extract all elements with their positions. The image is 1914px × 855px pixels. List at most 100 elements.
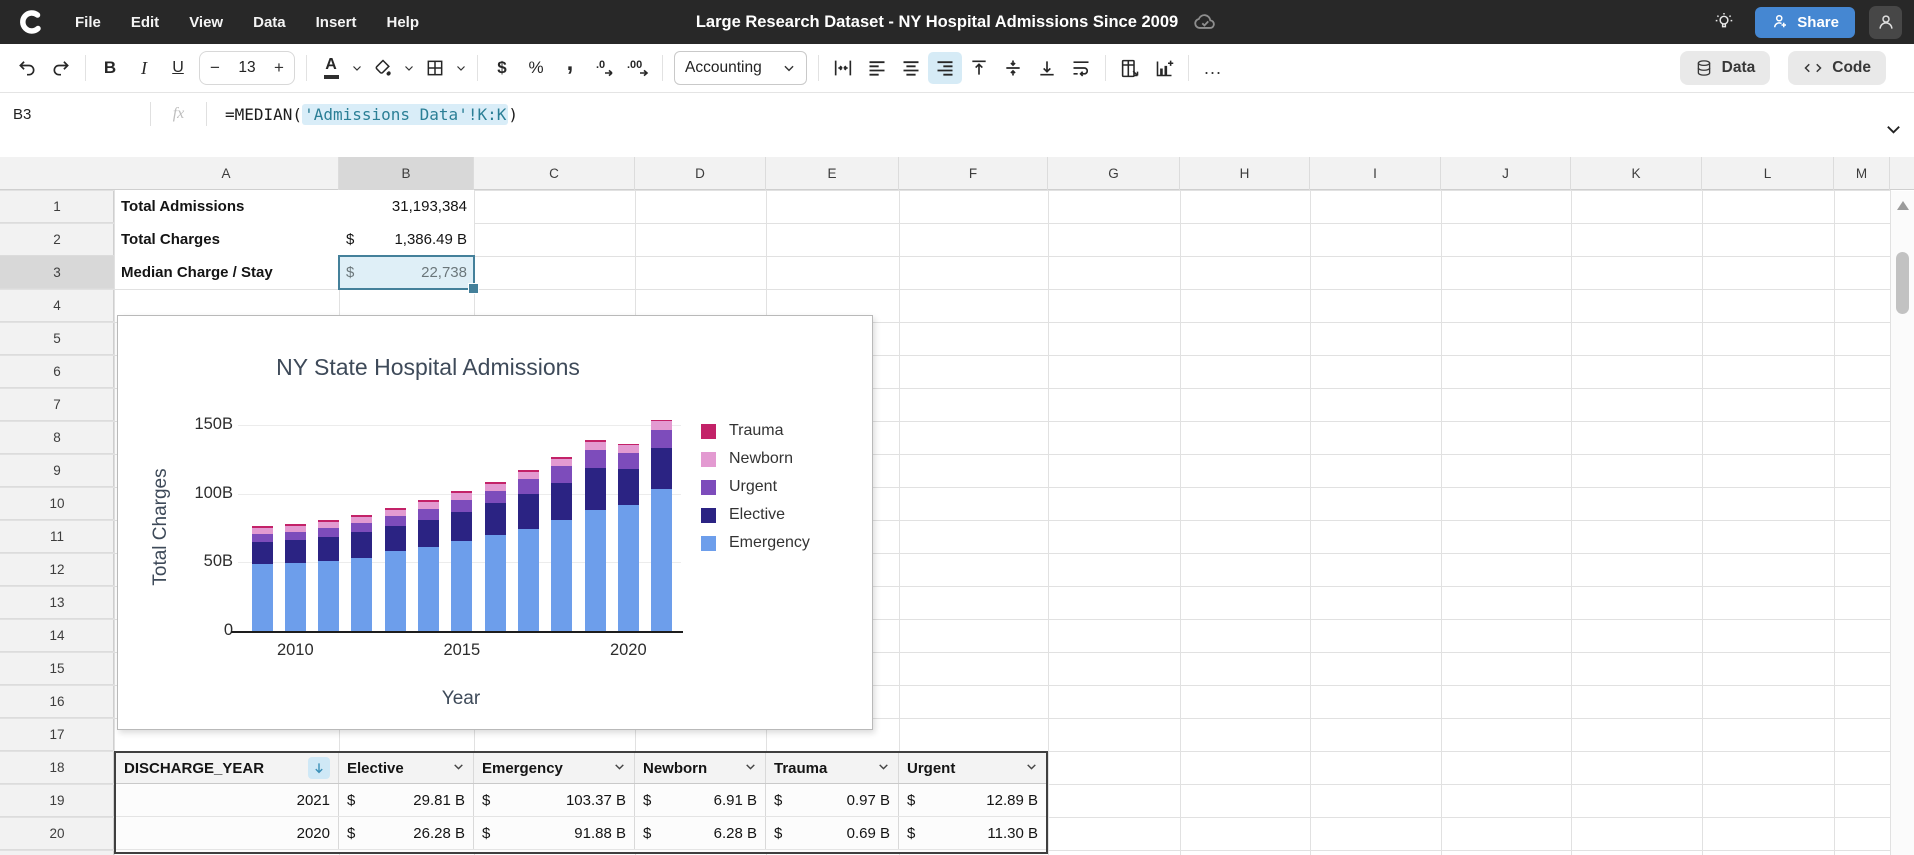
column-header-C[interactable]: C: [474, 157, 635, 190]
menu-edit[interactable]: Edit: [116, 8, 174, 37]
vertical-align-top-button[interactable]: [962, 52, 996, 84]
table-cell-year[interactable]: 2021: [116, 784, 339, 816]
row-header-14[interactable]: 14: [0, 619, 114, 652]
table-cell-value[interactable]: $29.81 B: [339, 784, 474, 816]
column-header-E[interactable]: E: [766, 157, 899, 190]
row-header-2[interactable]: 2: [0, 223, 114, 256]
font-size-value[interactable]: 13: [230, 59, 264, 77]
column-header-I[interactable]: I: [1310, 157, 1441, 190]
comma-format-button[interactable]: ,: [553, 52, 587, 84]
cell-A2[interactable]: Total Charges: [115, 223, 339, 256]
align-left-button[interactable]: [860, 52, 894, 84]
underline-button[interactable]: U: [161, 52, 195, 84]
table-header-emergency[interactable]: Emergency: [474, 753, 635, 783]
table-cell-value[interactable]: $11.30 B: [899, 817, 1046, 849]
row-header-7[interactable]: 7: [0, 388, 114, 421]
table-cell-value[interactable]: $12.89 B: [899, 784, 1046, 816]
cell-B2[interactable]: $ 1,386.49 B: [339, 223, 474, 256]
borders-button[interactable]: [418, 52, 452, 84]
avatar[interactable]: [1869, 6, 1902, 39]
vertical-align-middle-button[interactable]: [996, 52, 1030, 84]
column-header-D[interactable]: D: [635, 157, 766, 190]
fill-color-button[interactable]: [366, 52, 400, 84]
table-header-trauma[interactable]: Trauma: [766, 753, 899, 783]
menu-file[interactable]: File: [60, 8, 116, 37]
row-header-11[interactable]: 11: [0, 520, 114, 553]
menu-help[interactable]: Help: [371, 8, 434, 37]
row-header-9[interactable]: 9: [0, 454, 114, 487]
currency-format-button[interactable]: $: [485, 52, 519, 84]
menu-insert[interactable]: Insert: [301, 8, 372, 37]
selection-fill-handle[interactable]: [468, 283, 479, 294]
column-filter-chevron-icon[interactable]: [877, 760, 890, 777]
align-right-button[interactable]: [928, 52, 962, 84]
increase-decimals-button[interactable]: .00: [621, 52, 655, 84]
assistant-lightbulb-icon[interactable]: [1707, 6, 1741, 38]
table-cell-value[interactable]: $6.91 B: [635, 784, 766, 816]
code-panel-button[interactable]: Code: [1788, 51, 1886, 85]
table-cell-value[interactable]: $103.37 B: [474, 784, 635, 816]
row-header-13[interactable]: 13: [0, 586, 114, 619]
cell-B1[interactable]: 31,193,384: [339, 190, 474, 223]
text-overflow-button[interactable]: [826, 52, 860, 84]
redo-button[interactable]: [44, 52, 78, 84]
table-cell-value[interactable]: $6.28 B: [635, 817, 766, 849]
insert-table-button[interactable]: [1113, 52, 1147, 84]
column-filter-chevron-icon[interactable]: [452, 760, 465, 777]
scroll-up-arrow-icon[interactable]: [1897, 201, 1909, 210]
text-color-button[interactable]: A: [314, 52, 348, 84]
decrease-decimals-button[interactable]: .0: [587, 52, 621, 84]
insert-chart-button[interactable]: [1147, 52, 1181, 84]
cell-A3[interactable]: Median Charge / Stay: [115, 256, 339, 289]
fill-color-chevron-icon[interactable]: [400, 52, 418, 84]
row-header-17[interactable]: 17: [0, 718, 114, 751]
table-cell-value[interactable]: $26.28 B: [339, 817, 474, 849]
text-wrap-button[interactable]: [1064, 52, 1098, 84]
table-cell-value[interactable]: $0.97 B: [766, 784, 899, 816]
menu-view[interactable]: View: [174, 8, 238, 37]
row-header-3[interactable]: 3: [0, 256, 114, 289]
column-header-F[interactable]: F: [899, 157, 1048, 190]
row-header-5[interactable]: 5: [0, 322, 114, 355]
row-header-20[interactable]: 20: [0, 817, 114, 850]
row-header-19[interactable]: 19: [0, 784, 114, 817]
column-header-A[interactable]: A: [114, 157, 339, 190]
bold-button[interactable]: B: [93, 52, 127, 84]
column-header-L[interactable]: L: [1702, 157, 1834, 190]
column-header-G[interactable]: G: [1048, 157, 1180, 190]
borders-chevron-icon[interactable]: [452, 52, 470, 84]
align-center-button[interactable]: [894, 52, 928, 84]
table-cell-value[interactable]: $0.69 B: [766, 817, 899, 849]
formula-input[interactable]: =MEDIAN('Admissions Data'!K:K): [207, 105, 518, 124]
column-header-B[interactable]: B: [339, 157, 474, 190]
sort-descending-icon[interactable]: [308, 757, 330, 779]
table-cell-year[interactable]: 2020: [116, 817, 339, 849]
row-header-8[interactable]: 8: [0, 421, 114, 454]
formula-bar-expand-chevron-icon[interactable]: [1885, 121, 1902, 138]
font-size-decrease-button[interactable]: −: [200, 58, 230, 78]
row-header-16[interactable]: 16: [0, 685, 114, 718]
vertical-scrollbar[interactable]: [1891, 191, 1914, 855]
table-header-discharge_year[interactable]: DISCHARGE_YEAR: [116, 753, 339, 783]
column-header-J[interactable]: J: [1441, 157, 1571, 190]
data-panel-button[interactable]: Data: [1680, 51, 1771, 85]
row-header-6[interactable]: 6: [0, 355, 114, 388]
undo-button[interactable]: [10, 52, 44, 84]
column-header-M[interactable]: M: [1834, 157, 1890, 190]
row-header-4[interactable]: 4: [0, 289, 114, 322]
text-color-chevron-icon[interactable]: [348, 52, 366, 84]
table-cell-value[interactable]: $91.88 B: [474, 817, 635, 849]
cell-reference-box[interactable]: B3: [0, 106, 150, 123]
row-header-1[interactable]: 1: [0, 190, 114, 223]
column-filter-chevron-icon[interactable]: [1025, 760, 1038, 777]
percent-format-button[interactable]: %: [519, 52, 553, 84]
column-filter-chevron-icon[interactable]: [613, 760, 626, 777]
more-options-button[interactable]: ...: [1196, 52, 1230, 84]
table-header-newborn[interactable]: Newborn: [635, 753, 766, 783]
cell-A1[interactable]: Total Admissions: [115, 190, 339, 223]
table-header-elective[interactable]: Elective: [339, 753, 474, 783]
vertical-align-bottom-button[interactable]: [1030, 52, 1064, 84]
table-header-urgent[interactable]: Urgent: [899, 753, 1046, 783]
share-button[interactable]: Share: [1755, 7, 1855, 38]
column-header-H[interactable]: H: [1180, 157, 1310, 190]
